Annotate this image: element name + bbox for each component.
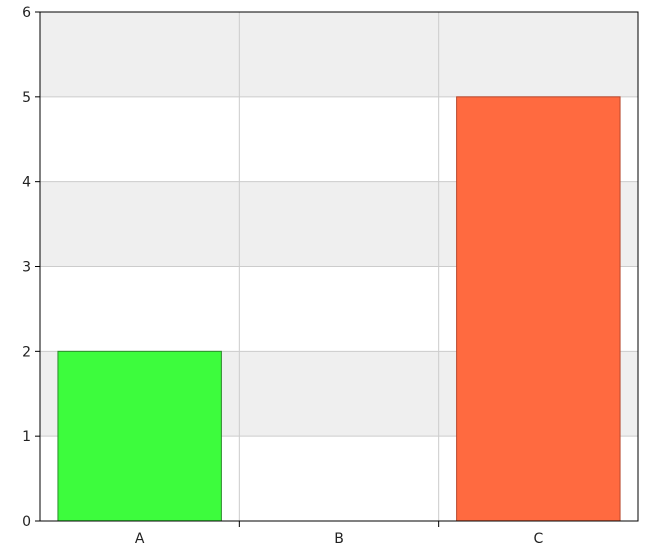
bar-c — [456, 96, 621, 522]
x-tick-label: B — [334, 531, 344, 547]
x-axis: A B C — [135, 521, 543, 547]
y-tick-label: 4 — [22, 175, 31, 191]
plot-band — [40, 12, 638, 97]
x-tick-label: C — [533, 531, 543, 547]
y-tick-label: 2 — [22, 344, 31, 360]
bar-a — [57, 350, 222, 522]
x-tick-label: A — [135, 531, 145, 547]
y-tick-label: 1 — [22, 429, 31, 445]
y-tick-label: 5 — [22, 90, 31, 106]
y-tick-label: 3 — [22, 260, 31, 276]
bars — [57, 96, 621, 522]
y-axis: 0 1 2 3 4 5 6 — [22, 5, 40, 530]
y-tick-label: 0 — [22, 514, 31, 530]
y-tick-label: 6 — [22, 5, 31, 21]
